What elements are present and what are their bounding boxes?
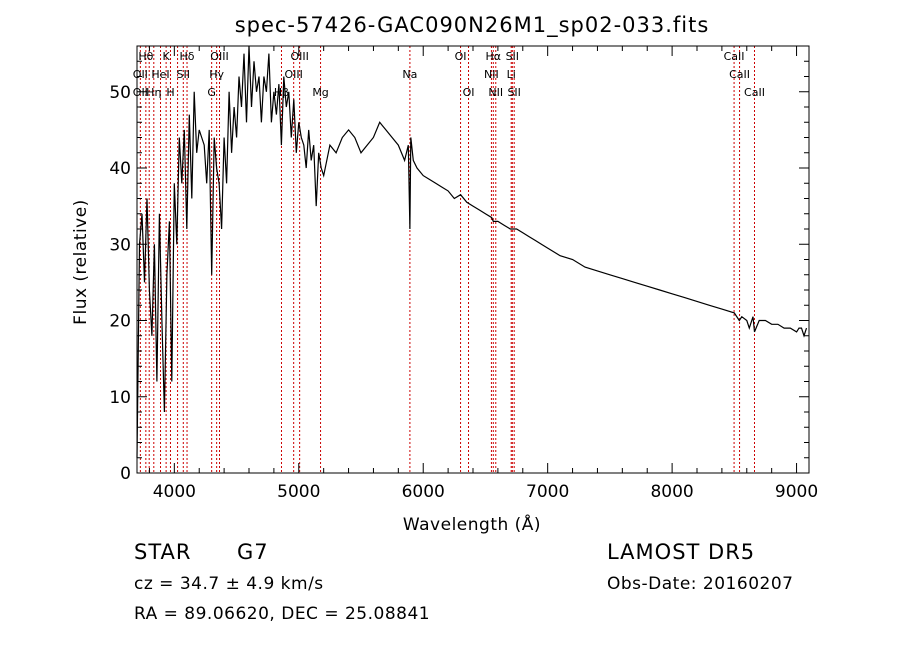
object-subclass: G7	[237, 540, 269, 564]
y-axis-ticks: 0 10 20 30 40 50	[109, 60, 809, 484]
spectral-line-label: Hδ	[180, 50, 195, 63]
x-tick-label: 4000	[153, 482, 196, 502]
spectral-line-label: Mg	[312, 86, 328, 99]
x-tick-label: 7000	[526, 482, 569, 502]
spectral-line-label: CaII	[744, 86, 765, 99]
spectral-line-label: K	[163, 50, 171, 63]
x-tick-label: 9000	[775, 482, 818, 502]
spectral-line-label: Hγ	[209, 68, 224, 81]
spectral-line-label: Li	[507, 68, 516, 81]
spectral-line-label: NII	[488, 86, 503, 99]
y-axis-label: Flux (relative)	[71, 199, 91, 325]
x-tick-label: 6000	[402, 482, 445, 502]
spectral-line-label: CaII	[724, 50, 745, 63]
spectral-line-label: SII	[507, 86, 520, 99]
spectral-line-label: OII	[133, 68, 148, 81]
x-tick-label: 5000	[277, 482, 320, 502]
spectral-line-label: HeI	[151, 68, 169, 81]
y-tick-label: 50	[109, 83, 131, 103]
spectral-line-labels: Hθ K Hδ OIII OIII OI Hα SII CaII OII HeI SII Hγ OIII N…	[133, 50, 765, 99]
x-axis-label: Wavelength (Å)	[403, 513, 541, 535]
spectral-line-label: G	[207, 86, 216, 99]
spectral-line-label: CaII	[729, 68, 750, 81]
spectral-line-label: SII	[506, 50, 519, 63]
y-tick-label: 40	[109, 159, 131, 179]
spectrum-series-line	[136, 45, 808, 458]
y-tick-label: 0	[120, 464, 131, 484]
y-tick-label: 20	[109, 312, 131, 332]
spectral-line-label: OI	[463, 86, 475, 99]
spectral-line-label: Hη	[146, 86, 161, 99]
spectral-line-label: OIII	[290, 50, 308, 63]
y-tick-label: 30	[109, 235, 131, 255]
spectral-line-label: OIII	[210, 50, 228, 63]
spectral-line-markers	[139, 46, 755, 473]
spectral-line-label: Hα	[486, 50, 502, 63]
spectral-line-label: OIII	[284, 68, 302, 81]
spectral-line-label: SII	[177, 68, 190, 81]
spectral-line-label: Hβ	[274, 86, 289, 99]
spectral-line-label: H	[166, 86, 174, 99]
spectral-line-label: OI	[455, 50, 467, 63]
survey-name: LAMOST DR5	[607, 540, 756, 564]
x-tick-label: 8000	[650, 482, 693, 502]
object-class: STAR	[134, 540, 192, 564]
redshift-cz: cz = 34.7 ± 4.9 km/s	[134, 574, 324, 594]
observation-date: Obs-Date: 20160207	[607, 574, 794, 594]
spectral-line-label: NII	[484, 68, 499, 81]
ra-dec: RA = 89.06620, DEC = 25.08841	[134, 604, 431, 624]
chart-title: spec-57426-GAC090N26M1_sp02-033.fits	[235, 13, 710, 38]
y-tick-label: 10	[109, 388, 131, 408]
spectral-line-label: Na	[402, 68, 417, 81]
spectral-line-label: Hθ	[138, 50, 153, 63]
x-axis-ticks: 4000 5000 6000 7000 8000 9000	[148, 46, 818, 502]
